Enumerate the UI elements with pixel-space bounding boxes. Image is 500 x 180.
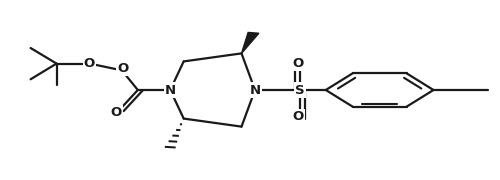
Text: O: O xyxy=(117,62,128,75)
Polygon shape xyxy=(242,32,259,53)
Text: O: O xyxy=(84,57,95,70)
Text: N: N xyxy=(250,84,260,96)
Text: N: N xyxy=(164,84,176,96)
Text: O: O xyxy=(110,106,122,119)
Text: S: S xyxy=(295,84,304,96)
Text: O: O xyxy=(292,110,304,123)
Text: O: O xyxy=(292,57,304,70)
